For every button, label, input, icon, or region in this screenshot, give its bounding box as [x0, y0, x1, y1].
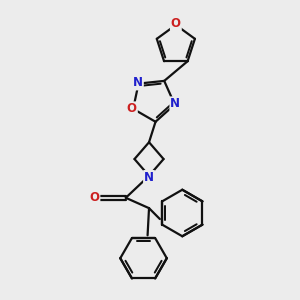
Text: N: N — [144, 171, 154, 184]
Text: O: O — [127, 102, 137, 116]
Text: O: O — [89, 191, 99, 204]
Text: O: O — [171, 17, 181, 30]
Text: N: N — [170, 97, 180, 110]
Text: N: N — [133, 76, 143, 89]
